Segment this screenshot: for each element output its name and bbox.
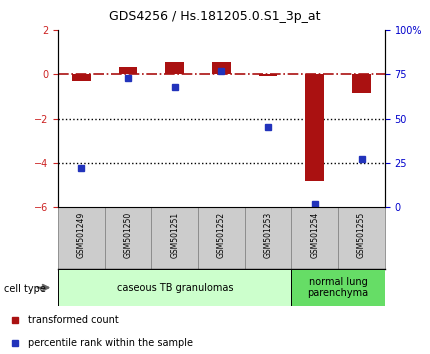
Text: GSM501255: GSM501255 bbox=[357, 212, 366, 258]
Bar bbox=[166, 62, 184, 74]
Text: normal lung
parenchyma: normal lung parenchyma bbox=[307, 277, 369, 298]
Bar bbox=[198, 207, 245, 269]
Text: transformed count: transformed count bbox=[28, 315, 118, 325]
Text: GSM501252: GSM501252 bbox=[217, 212, 226, 258]
Text: GDS4256 / Hs.181205.0.S1_3p_at: GDS4256 / Hs.181205.0.S1_3p_at bbox=[109, 10, 321, 23]
Bar bbox=[119, 67, 138, 74]
Text: percentile rank within the sample: percentile rank within the sample bbox=[28, 338, 193, 348]
Bar bbox=[305, 74, 324, 181]
Text: cell type: cell type bbox=[4, 284, 46, 293]
Bar bbox=[259, 74, 277, 76]
Bar bbox=[338, 207, 385, 269]
Bar bbox=[58, 269, 292, 306]
Bar bbox=[212, 62, 231, 74]
Text: GSM501250: GSM501250 bbox=[123, 212, 132, 258]
Bar bbox=[245, 207, 292, 269]
Bar bbox=[151, 207, 198, 269]
Bar bbox=[352, 74, 371, 93]
Text: GSM501253: GSM501253 bbox=[264, 212, 273, 258]
Text: caseous TB granulomas: caseous TB granulomas bbox=[117, 282, 233, 293]
Bar bbox=[72, 74, 91, 81]
Bar bbox=[105, 207, 151, 269]
Text: GSM501254: GSM501254 bbox=[310, 212, 319, 258]
Bar bbox=[292, 269, 385, 306]
Text: GSM501251: GSM501251 bbox=[170, 212, 179, 258]
Bar bbox=[58, 207, 105, 269]
Bar bbox=[292, 207, 338, 269]
Text: GSM501249: GSM501249 bbox=[77, 212, 86, 258]
